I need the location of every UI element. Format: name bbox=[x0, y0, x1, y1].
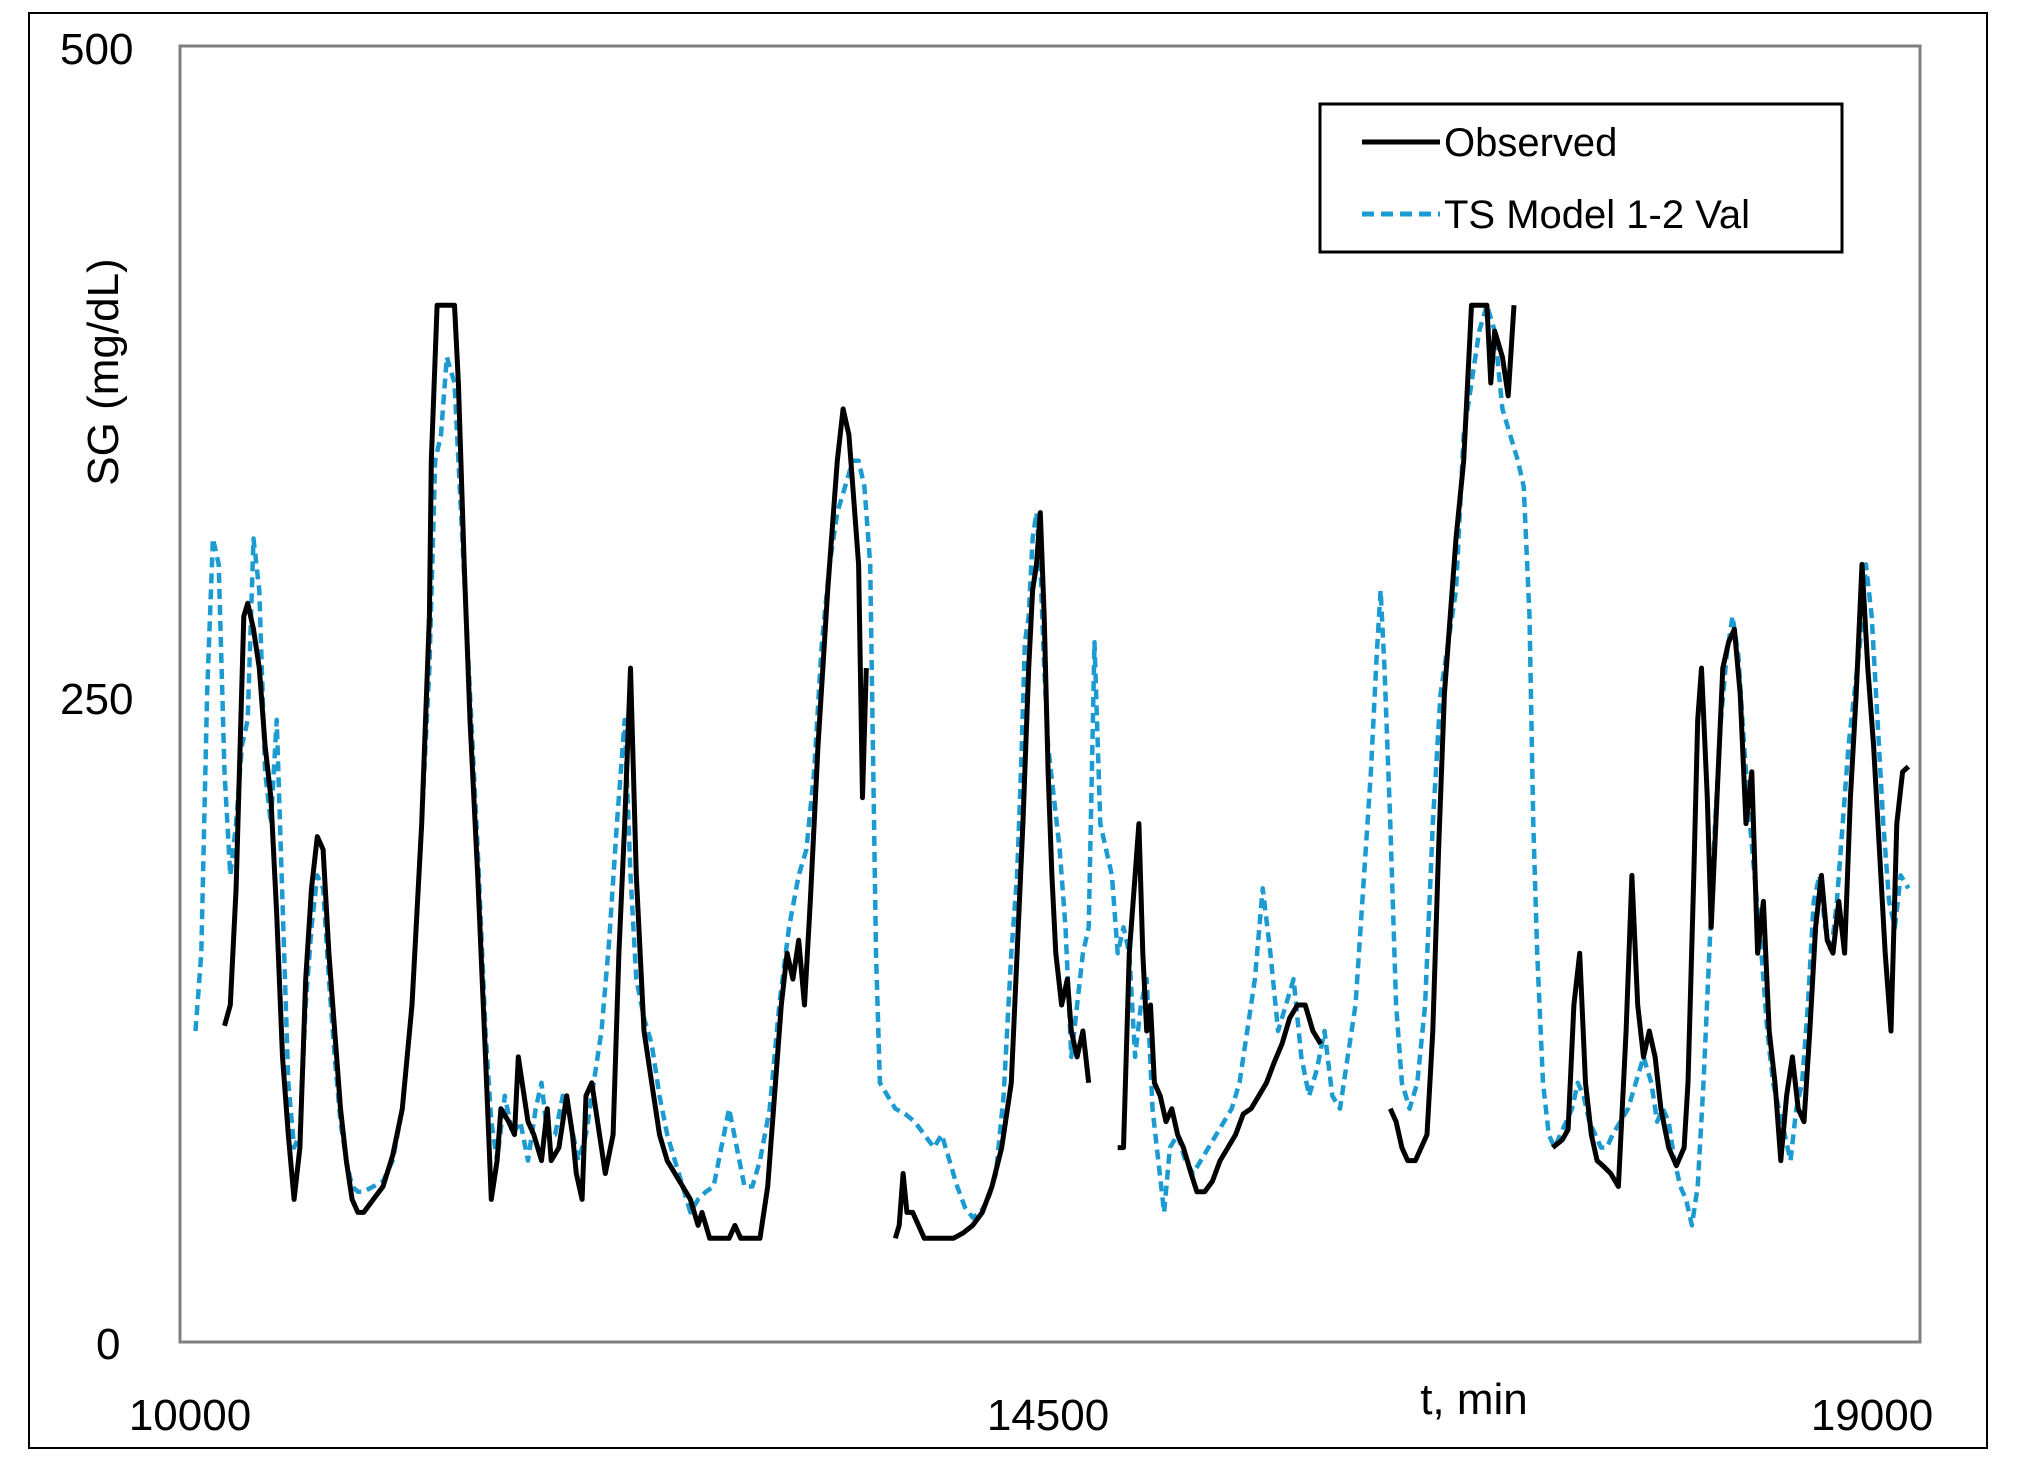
chart-svg: 500 250 0 10000 14500 19000 t, min SG (m… bbox=[60, 25, 1933, 1440]
legend: Observed TS Model 1-2 Val bbox=[1318, 102, 1844, 254]
x-tick-19000: 19000 bbox=[1811, 1391, 1933, 1440]
series-observed-line-0 bbox=[222, 302, 869, 1241]
y-tick-0: 0 bbox=[96, 1320, 120, 1369]
chart-frame: 500 250 0 10000 14500 19000 t, min SG (m… bbox=[28, 12, 1988, 1449]
x-axis-label: t, min bbox=[1420, 1375, 1528, 1424]
y-axis-label: SG (mg/dL) bbox=[79, 258, 128, 485]
series-observed-line-3 bbox=[1388, 302, 1517, 1164]
legend-label-ts-model: TS Model 1-2 Val bbox=[1444, 193, 1750, 237]
x-tick-10000: 10000 bbox=[129, 1391, 251, 1440]
series-observed-line-4 bbox=[1551, 561, 1911, 1189]
y-tick-250: 250 bbox=[60, 675, 133, 724]
series-observed-line-1 bbox=[892, 510, 1092, 1241]
legend-label-observed: Observed bbox=[1444, 121, 1617, 165]
series-observed-line-2 bbox=[1117, 821, 1323, 1195]
legend-box bbox=[1318, 102, 1844, 254]
x-tick-14500: 14500 bbox=[987, 1391, 1109, 1440]
series-layer bbox=[193, 302, 1911, 1241]
y-tick-500: 500 bbox=[60, 25, 133, 74]
